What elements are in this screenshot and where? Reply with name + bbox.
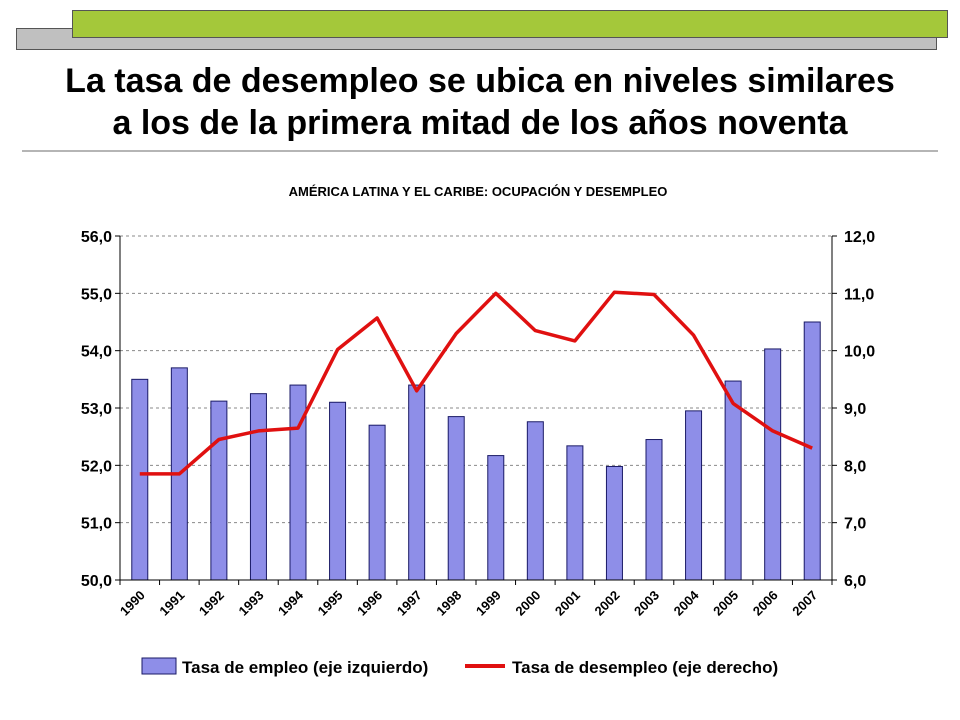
legend-label-unemployment: Tasa de desempleo (eje derecho): [512, 658, 778, 677]
axes: [115, 235, 837, 585]
employment-bar-1998: [447, 416, 465, 581]
header-green-bar: [72, 10, 948, 38]
y-right-tick-label: 11,0: [844, 286, 874, 303]
x-tick-label-2000: 2000: [512, 588, 543, 619]
y-left-tick-label: 56,0: [81, 229, 112, 246]
slide-title: La tasa de desempleo se ubica en niveles…: [0, 60, 960, 144]
y-left-tick-label: 54,0: [81, 344, 112, 361]
legend-bar-swatch: [141, 657, 177, 675]
x-tick-label-2006: 2006: [750, 588, 781, 619]
x-tick-label-1996: 1996: [354, 588, 385, 619]
axis-labels: 50,0 51,0 52,0 53,0 54,0 55,0 56,0 6,0 7,0 8,0 9,0…: [81, 229, 875, 619]
title-divider: [22, 150, 938, 152]
employment-bar-2006: [764, 348, 782, 581]
chart-title: AMÉRICA LATINA Y EL CARIBE: OCUPACIÓN Y …: [289, 184, 668, 199]
employment-bar-1996: [368, 424, 386, 581]
y-right-tick-label: 6,0: [844, 573, 866, 590]
employment-bar-2002: [605, 465, 623, 581]
x-tick-label-2007: 2007: [789, 588, 820, 619]
x-tick-label-2005: 2005: [710, 588, 741, 619]
legend: Tasa de empleo (eje izquierdo) Tasa de de…: [141, 657, 778, 677]
employment-bar-1992: [210, 400, 228, 581]
unemployment-series-line: [139, 290, 813, 476]
x-tick-label-1994: 1994: [275, 587, 307, 619]
employment-bar-2001: [566, 445, 584, 581]
x-tick-label-1991: 1991: [156, 588, 187, 619]
employment-bar-1990: [131, 378, 149, 581]
employment-bar-2004: [685, 410, 703, 581]
y-right-tick-label: 9,0: [844, 401, 866, 418]
employment-bar-1999: [487, 455, 505, 581]
y-right-tick-label: 10,0: [844, 344, 875, 361]
y-right-tick-label: 8,0: [844, 458, 866, 475]
x-tick-label-1998: 1998: [433, 588, 464, 619]
employment-bar-2007: [803, 321, 821, 581]
employment-bar-1995: [329, 401, 347, 581]
y-left-tick-label: 50,0: [81, 573, 112, 590]
x-tick-label-2001: 2001: [552, 588, 583, 619]
x-tick-label-2003: 2003: [631, 588, 662, 619]
x-tick-label-1990: 1990: [117, 588, 148, 619]
slide-title-line-2: a los de la primera mitad de los años no…: [112, 104, 848, 142]
y-right-tick-label: 12,0: [844, 229, 875, 246]
x-tick-label-1993: 1993: [236, 588, 267, 619]
employment-bar-2005: [724, 380, 742, 581]
y-right-tick-label: 7,0: [844, 516, 866, 533]
x-tick-label-1992: 1992: [196, 588, 227, 619]
y-left-tick-label: 53,0: [81, 401, 112, 418]
employment-bars: [131, 321, 821, 581]
slide-title-line-1: La tasa de desempleo se ubica en niveles…: [65, 62, 895, 100]
x-tick-label-1995: 1995: [315, 588, 346, 619]
employment-bar-1997: [408, 384, 426, 581]
x-tick-label-2002: 2002: [592, 588, 623, 619]
x-tick-label-2004: 2004: [671, 587, 703, 619]
unemployment-line: [139, 290, 813, 476]
gridlines: [120, 235, 832, 524]
employment-bar-1993: [249, 393, 267, 581]
x-tick-label-1997: 1997: [394, 588, 425, 619]
y-left-tick-label: 52,0: [81, 458, 112, 475]
employment-unemployment-chart: AMÉRICA LATINA Y EL CARIBE: OCUPACIÓN Y …: [81, 184, 875, 677]
y-left-tick-label: 55,0: [81, 286, 112, 303]
legend-label-employment: Tasa de empleo (eje izquierdo): [182, 658, 428, 677]
employment-bar-2003: [645, 439, 663, 581]
x-tick-label-1999: 1999: [473, 588, 504, 619]
y-left-tick-label: 51,0: [81, 516, 112, 533]
employment-bar-2000: [526, 421, 544, 581]
